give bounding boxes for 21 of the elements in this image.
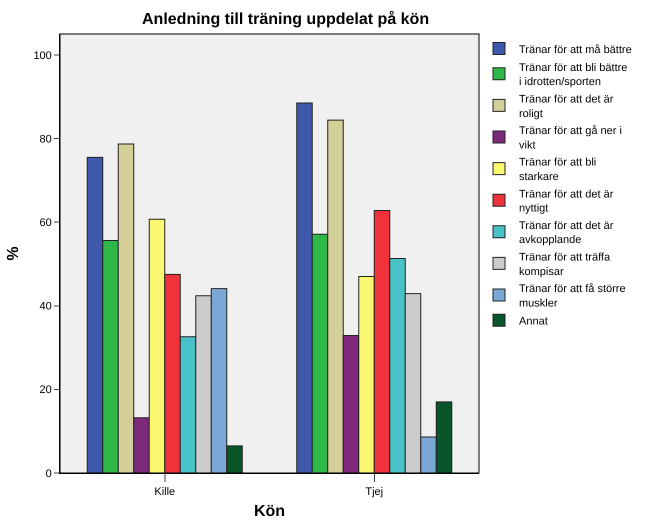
y-tick-label: 20 — [40, 384, 52, 396]
legend-label: Tränar för att gå ner i vikt — [519, 125, 622, 152]
legend-label: Tränar för att det är nyttigt — [519, 188, 614, 215]
y-axis-title: % — [5, 246, 22, 261]
legend-label: Annat — [519, 316, 548, 328]
x-axis-title: Kön — [254, 503, 286, 520]
y-tick-label: 100 — [33, 50, 52, 62]
y-tick-label: 0 — [46, 468, 52, 480]
legend-label: Tränar för att träffa kompisar — [519, 252, 611, 278]
x-tick-label: Tjej — [365, 486, 384, 498]
legend-label: Tränar för att det är avkopplande — [519, 220, 614, 246]
y-tick-label: 40 — [40, 300, 52, 313]
legend-label: Tränar för att det är roligt — [519, 94, 614, 120]
x-tick-label: Kille — [154, 486, 176, 498]
y-tick-label: 60 — [40, 216, 52, 229]
legend-label: Tränar för att få större muskler — [519, 283, 626, 310]
legend-label: Tränar för att bli bättre i idrotten/sporten — [519, 62, 628, 88]
chart-title: Anledning till träning uppdelat på kön — [142, 10, 430, 28]
y-tick-label: 80 — [40, 133, 52, 146]
legend-label: Tränar för att bli starkare — [519, 156, 596, 184]
legend-label: Tränar för att må bättre — [519, 44, 632, 56]
